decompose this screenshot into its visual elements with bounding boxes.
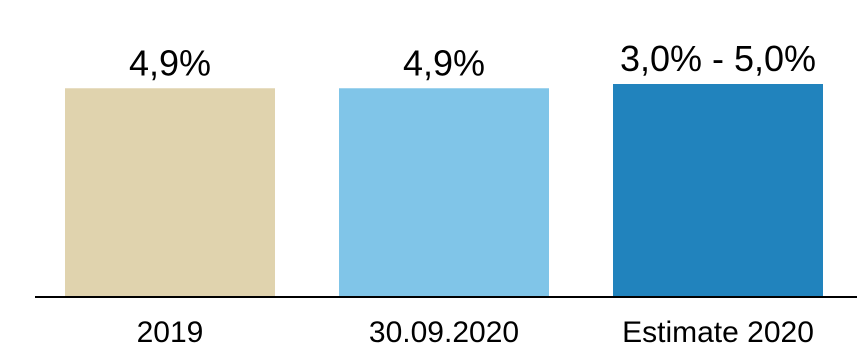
bar-2 xyxy=(339,88,549,297)
data-label-2: 4,9% xyxy=(403,42,485,83)
x-tick-label-2: 30.09.2020 xyxy=(369,316,519,349)
bar-1 xyxy=(65,88,275,297)
x-tick-label-3: Estimate 2020 xyxy=(622,316,814,349)
bars-group xyxy=(65,84,823,297)
data-labels-group: 4,9% 4,9% 3,0% - 5,0% xyxy=(129,38,816,83)
data-label-1: 4,9% xyxy=(129,42,211,83)
bar-3 xyxy=(613,84,823,297)
data-label-3: 3,0% - 5,0% xyxy=(620,38,816,79)
x-tick-labels-group: 2019 30.09.2020 Estimate 2020 xyxy=(137,316,814,349)
x-tick-label-1: 2019 xyxy=(137,316,204,349)
